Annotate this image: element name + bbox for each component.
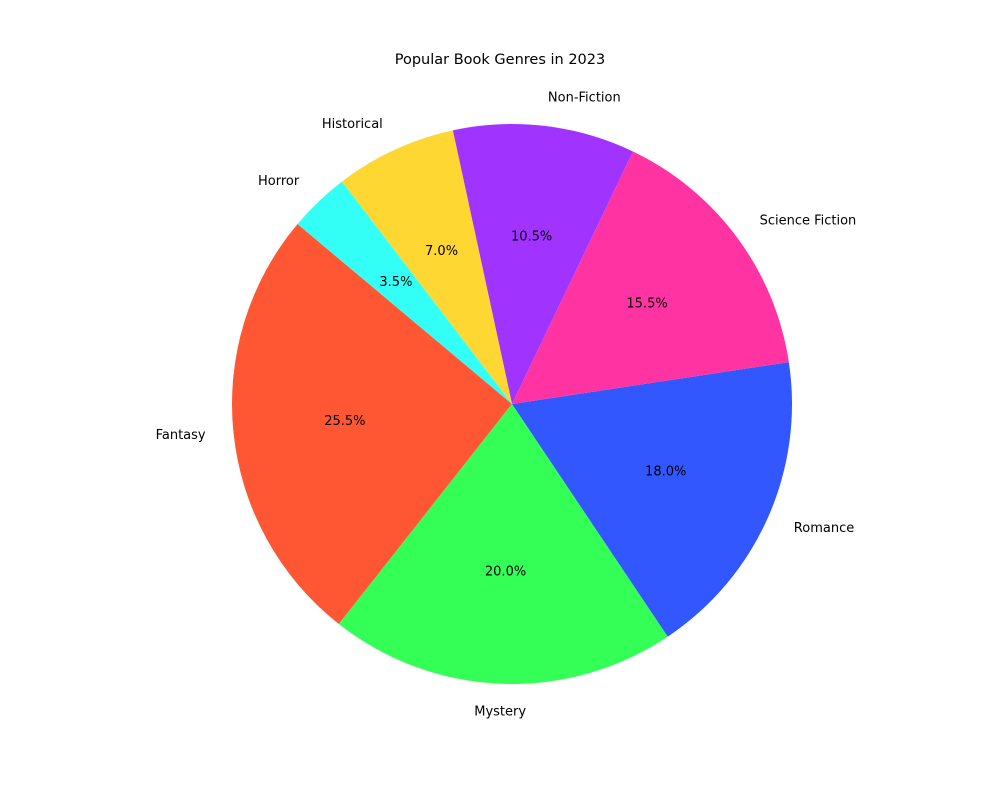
- pie-slice-non-fiction: [452, 124, 633, 404]
- slice-label-historical: Historical: [322, 117, 383, 132]
- slice-label-horror: Horror: [258, 174, 300, 189]
- slice-percent-mystery: 20.0%: [485, 564, 526, 579]
- slice-percent-science-fiction: 15.5%: [626, 297, 667, 312]
- slice-label-non-fiction: Non-Fiction: [548, 91, 621, 106]
- slice-percent-horror: 3.5%: [379, 275, 412, 290]
- slice-label-fantasy: Fantasy: [156, 428, 206, 443]
- pie-slice-romance: [512, 362, 793, 637]
- slices-layer: [232, 124, 793, 684]
- pie-slice-mystery: [338, 404, 668, 684]
- slice-percent-non-fiction: 10.5%: [511, 230, 552, 245]
- slice-percent-fantasy: 25.5%: [324, 414, 365, 429]
- pie-slice-historical: [341, 130, 512, 404]
- pie-slice-science-fiction: [512, 151, 789, 404]
- slice-percent-historical: 7.0%: [425, 244, 458, 259]
- slice-percent-romance: 18.0%: [645, 464, 686, 479]
- slice-label-romance: Romance: [794, 521, 854, 536]
- pie-slice-fantasy: [232, 224, 513, 625]
- labels-layer: Fantasy 25.5% Mystery 20.0% Romance 18.0% Scie…: [156, 91, 857, 720]
- slice-label-mystery: Mystery: [474, 704, 526, 719]
- chart-title: Popular Book Genres in 2023: [394, 52, 606, 68]
- pie-slice-horror: [297, 181, 512, 404]
- slice-label-science-fiction: Science Fiction: [760, 213, 857, 228]
